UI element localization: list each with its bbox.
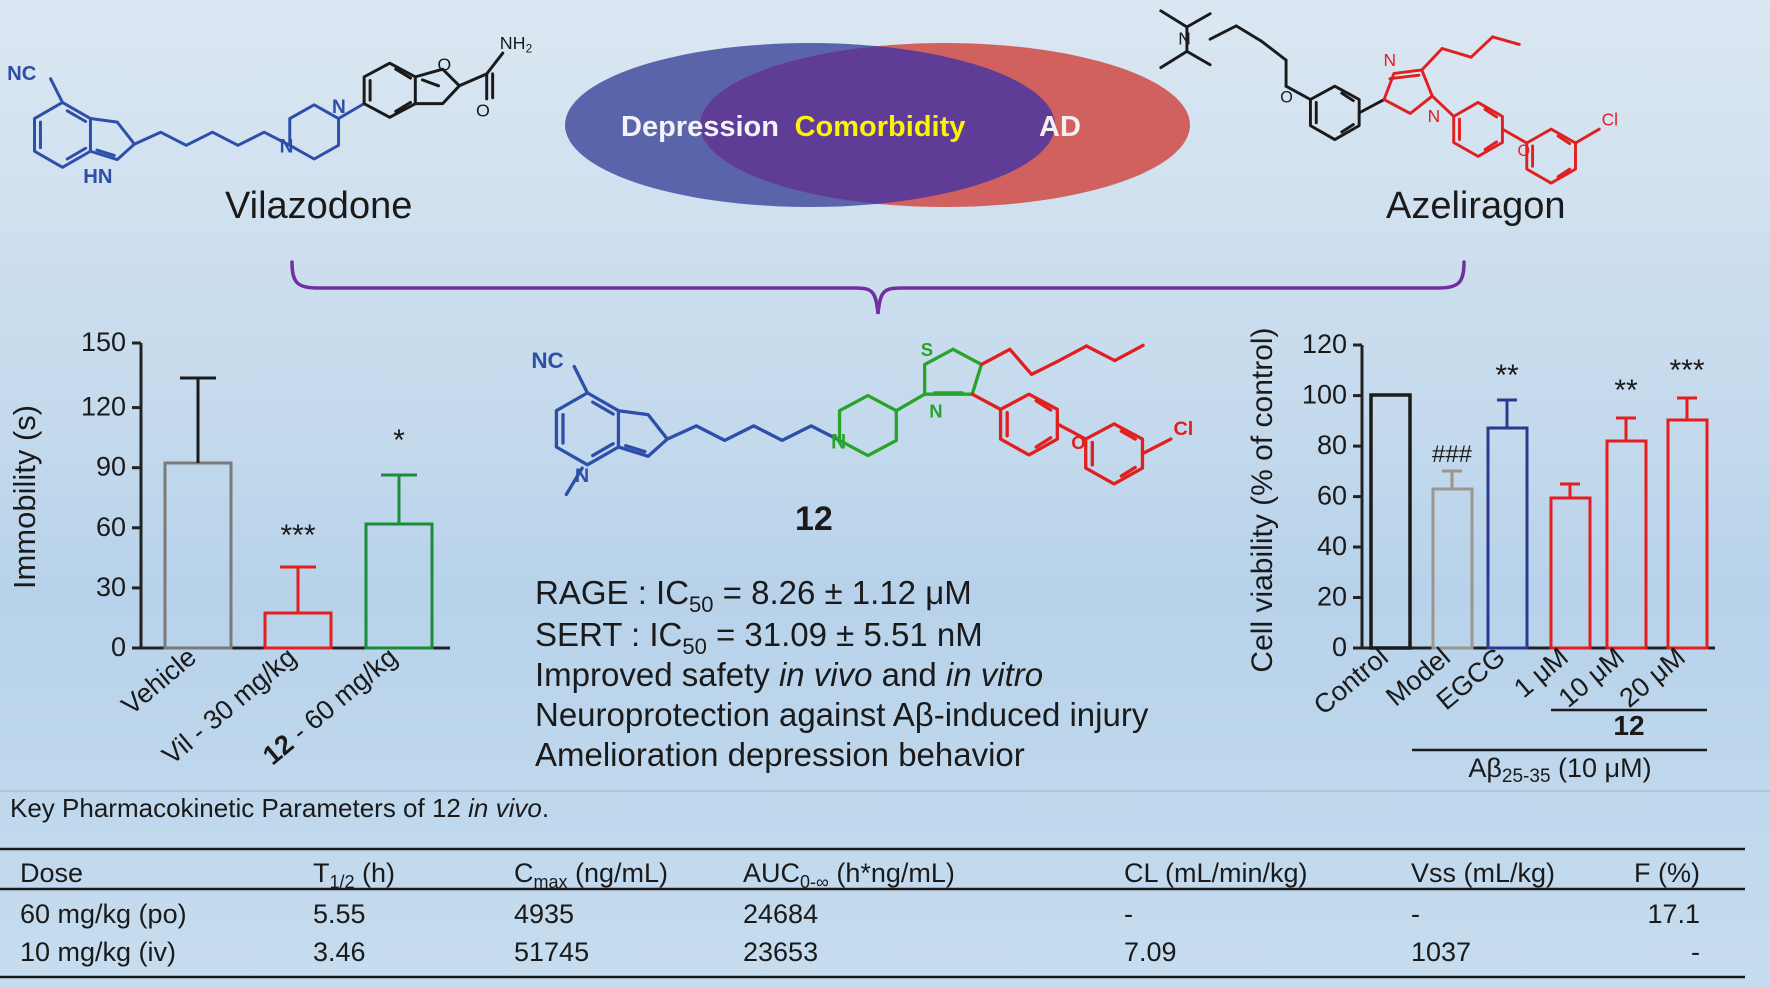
svg-text:90: 90 [96, 452, 126, 482]
svg-text:120: 120 [1302, 329, 1347, 359]
svg-text:**: ** [1614, 374, 1638, 407]
svg-text:Improved safety in vivo and in: Improved safety in vivo and in vitro [535, 656, 1043, 693]
svg-text:Azeliragon: Azeliragon [1386, 185, 1566, 227]
svg-text:HN: HN [83, 166, 112, 188]
svg-text:N: N [575, 465, 589, 487]
svg-text:S: S [921, 339, 933, 360]
svg-text:12: 12 [1613, 710, 1644, 741]
svg-text:120: 120 [81, 392, 126, 422]
svg-text:NC: NC [7, 63, 37, 85]
svg-text:7.09: 7.09 [1124, 937, 1177, 967]
svg-text:Aβ25-35 (10 μM): Aβ25-35 (10 μM) [1468, 753, 1651, 787]
svg-text:AD: AD [1039, 111, 1081, 143]
svg-text:100: 100 [1302, 380, 1347, 410]
svg-text:Dose: Dose [20, 858, 83, 888]
svg-text:30: 30 [96, 572, 126, 602]
svg-text:5.55: 5.55 [313, 899, 366, 929]
svg-text:Depression: Depression [621, 111, 779, 143]
svg-text:O: O [1280, 88, 1293, 106]
svg-text:###: ### [1432, 441, 1473, 468]
svg-text:150: 150 [81, 327, 126, 357]
svg-text:4935: 4935 [514, 899, 574, 929]
svg-text:Control: Control [1308, 642, 1394, 721]
svg-text:60: 60 [96, 512, 126, 542]
svg-text:0: 0 [1332, 632, 1347, 662]
svg-text:Cell viability (% of control): Cell viability (% of control) [1246, 327, 1279, 672]
svg-text:Cl: Cl [1174, 418, 1194, 440]
svg-text:RAGE : IC50 = 8.26 ± 1.12 μM: RAGE : IC50 = 8.26 ± 1.12 μM [535, 574, 972, 617]
svg-text:60: 60 [1317, 481, 1347, 511]
svg-text:O: O [1518, 142, 1531, 160]
svg-text:**: ** [1495, 359, 1519, 392]
svg-text:N: N [1178, 28, 1191, 48]
svg-text:Vilazodone: Vilazodone [225, 185, 412, 227]
svg-text:***: *** [280, 519, 315, 552]
svg-text:T1/2 (h): T1/2 (h) [313, 858, 395, 892]
svg-text:23653: 23653 [743, 937, 818, 967]
svg-text:N: N [332, 97, 346, 118]
svg-text:N: N [929, 400, 942, 421]
svg-text:17.1: 17.1 [1647, 899, 1700, 929]
svg-text:80: 80 [1317, 430, 1347, 460]
svg-text:Key Pharmacokinetic Parameters: Key Pharmacokinetic Parameters of 12 in … [10, 793, 549, 823]
svg-text:AUC0-∞ (h*ng/mL): AUC0-∞ (h*ng/mL) [743, 858, 955, 892]
svg-text:24684: 24684 [743, 899, 818, 929]
svg-text:-: - [1691, 937, 1700, 967]
svg-text:Vss (mL/kg): Vss (mL/kg) [1411, 858, 1555, 888]
svg-text:N: N [280, 136, 294, 157]
svg-text:Comorbidity: Comorbidity [795, 111, 966, 143]
svg-text:O: O [437, 54, 451, 74]
svg-text:Neuroprotection against Aβ-ind: Neuroprotection against Aβ-induced injur… [535, 696, 1149, 733]
svg-text:20 μM: 20 μM [1614, 642, 1691, 714]
svg-text:3.46: 3.46 [313, 937, 366, 967]
svg-text:0: 0 [111, 632, 126, 662]
svg-text:-: - [1411, 899, 1420, 929]
svg-text:40: 40 [1317, 531, 1347, 561]
svg-text:Cmax (ng/mL): Cmax (ng/mL) [514, 858, 668, 892]
svg-text:51745: 51745 [514, 937, 589, 967]
svg-text:CL (mL/min/kg): CL (mL/min/kg) [1124, 858, 1308, 888]
svg-text:Amelioration depression behavi: Amelioration depression behavior [535, 736, 1025, 773]
svg-text:12: 12 [795, 500, 833, 538]
svg-text:*: * [393, 424, 405, 457]
svg-text:1037: 1037 [1411, 937, 1471, 967]
svg-text:-: - [1124, 899, 1133, 929]
svg-text:Vehicle: Vehicle [116, 642, 202, 721]
svg-text:60 mg/kg (po): 60 mg/kg (po) [20, 899, 187, 929]
svg-text:10 μM: 10 μM [1553, 642, 1630, 714]
svg-text:N: N [831, 430, 846, 453]
svg-text:***: *** [1669, 354, 1704, 387]
svg-text:N: N [1384, 50, 1397, 70]
svg-text:F (%): F (%) [1634, 858, 1700, 888]
svg-text:Immobility (s): Immobility (s) [7, 405, 42, 589]
svg-text:Cl: Cl [1602, 110, 1618, 130]
svg-text:NH2: NH2 [500, 33, 533, 56]
svg-text:20: 20 [1317, 582, 1347, 612]
svg-text:SERT : IC50 = 31.09 ± 5.51 nM: SERT : IC50 = 31.09 ± 5.51 nM [535, 616, 983, 659]
svg-text:O: O [476, 101, 490, 121]
svg-text:O: O [1071, 432, 1085, 453]
svg-text:10 mg/kg (iv): 10 mg/kg (iv) [20, 937, 176, 967]
svg-text:N: N [1428, 106, 1441, 126]
svg-text:NC: NC [531, 348, 563, 373]
